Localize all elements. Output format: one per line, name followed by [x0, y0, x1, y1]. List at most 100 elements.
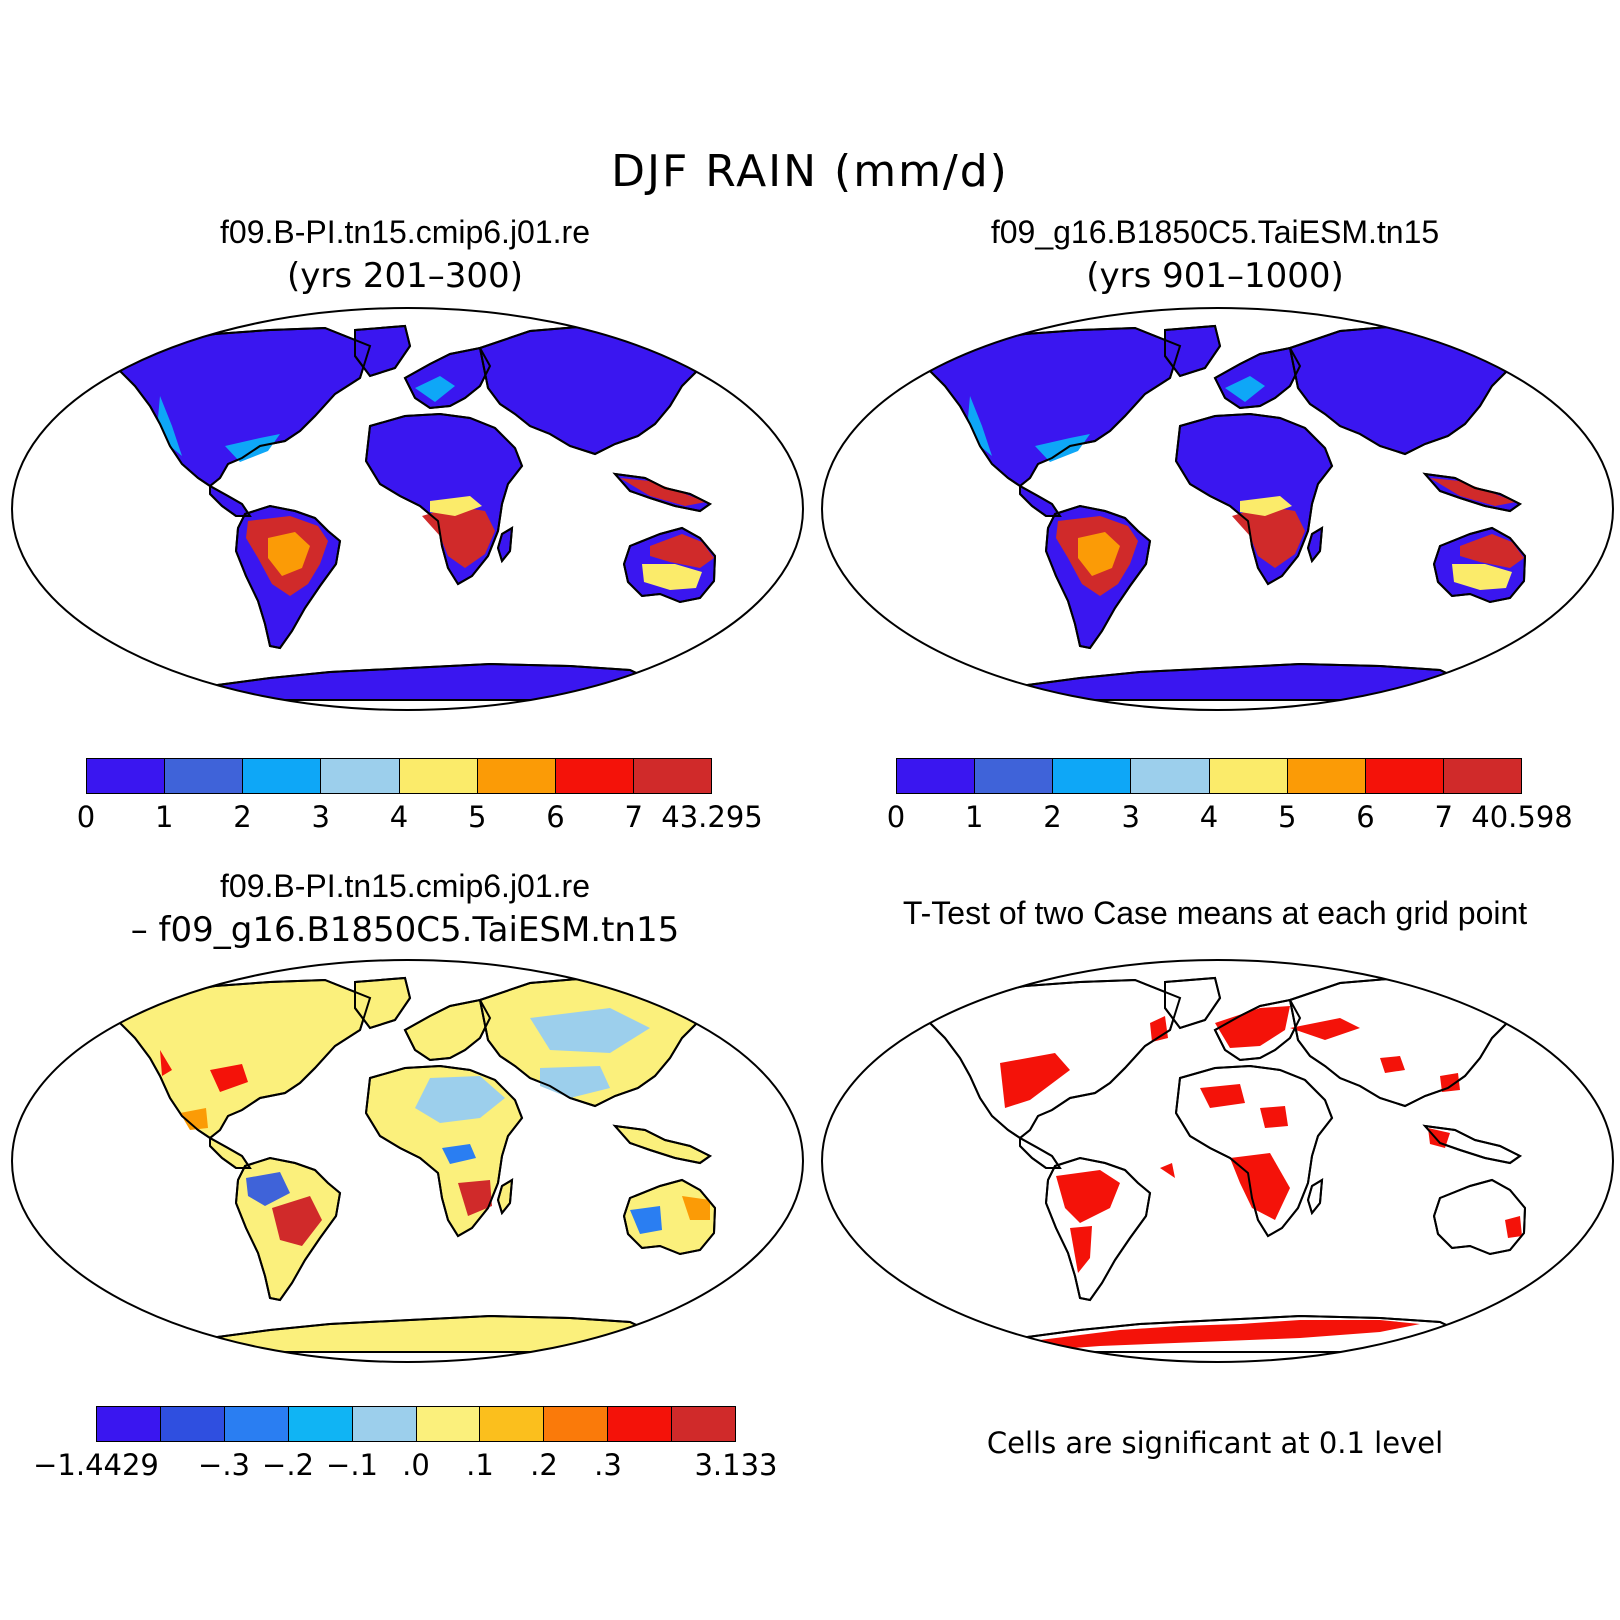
colorbar-1-tick-label: 2: [233, 800, 252, 834]
colorbar-3-swatch: [288, 1407, 353, 1441]
diff-region: [630, 1206, 662, 1234]
colorbar-1-swatch: [477, 759, 556, 793]
coastline-australia: [1432, 526, 1527, 604]
colorbar-1-swatch: [321, 759, 400, 793]
coastline-northAmerica: [923, 978, 1182, 1140]
coastline-australia: [622, 526, 717, 604]
panel-2-subtitle: (yrs 901–1000): [1086, 256, 1344, 296]
colorbar-2-tick-label: 3: [1121, 800, 1140, 834]
precip-region: [1232, 506, 1305, 568]
colorbar-3-swatch: [608, 1407, 673, 1441]
coastline-africa: [1174, 412, 1334, 586]
colorbar-1-swatch: [633, 759, 711, 793]
significant-region: [970, 1320, 1420, 1352]
coastline-indonesia: [1422, 472, 1522, 513]
precip-region: [1240, 496, 1292, 516]
colorbar-3-swatch: [352, 1407, 417, 1441]
coastline-europe: [1213, 346, 1302, 410]
colorbar-2-swatch: [1209, 759, 1288, 793]
map-border: [821, 307, 1614, 711]
precip-region: [1078, 532, 1120, 576]
map-border: [11, 959, 804, 1363]
diff-region: [442, 1144, 476, 1164]
significant-region: [1070, 1226, 1092, 1273]
coastline-europe: [403, 346, 492, 410]
precip-region: [422, 506, 495, 568]
coastline-indonesia: [612, 1124, 712, 1165]
significant-region: [1200, 1084, 1245, 1108]
main-title: DJF RAIN (mm/d): [611, 146, 1009, 197]
precip-region: [158, 396, 182, 456]
colorbar-3-swatch: [480, 1407, 545, 1441]
map-panel-2: [821, 307, 1614, 711]
coastline-australia: [622, 1178, 717, 1256]
significant-region: [1428, 1128, 1450, 1148]
significance-note: Cells are significant at 0.1 level: [986, 1426, 1444, 1460]
diff-region: [246, 1172, 290, 1206]
panel-1-subtitle: (yrs 201–300): [287, 256, 523, 296]
coastline-southAmerica: [1044, 1156, 1152, 1302]
map-panel-4: [821, 959, 1614, 1363]
colorbar-3-tick-label: .1: [466, 1448, 494, 1482]
map-border: [11, 307, 804, 711]
significant-region: [1150, 1016, 1168, 1042]
colorbar-1-tick-label: 0: [76, 800, 96, 834]
diff-region: [682, 1196, 710, 1220]
coastline-greenland: [354, 976, 412, 1030]
colorbar-1-tick-label: 43.295: [661, 800, 763, 834]
colorbar-3: [96, 1406, 736, 1442]
colorbar-2-swatch: [1287, 759, 1366, 793]
coastline-madagascar: [1306, 526, 1324, 564]
coastline-indonesia: [1422, 1124, 1522, 1165]
colorbar-2-tick-label: 5: [1278, 800, 1297, 834]
colorbar-3-swatch: [544, 1407, 609, 1441]
colorbar-1-labels: 0 1 2 3 4 5 6 7 43.295: [77, 800, 763, 840]
colorbar-3-swatches: [96, 1406, 736, 1442]
precip-region: [225, 434, 280, 462]
coastline-africa: [364, 1064, 524, 1238]
panel-1-title: f09.B-PI.tn15.cmip6.j01.re: [220, 214, 590, 250]
precip-region: [268, 532, 310, 576]
significant-region: [1260, 1106, 1288, 1128]
significant-region: [1290, 1018, 1360, 1040]
colorbar-2-labels: 0 1 2 3 4 5 6 7 40.598: [887, 800, 1573, 840]
colorbar-1-swatches: [86, 758, 712, 794]
colorbar-1-tick-label: 6: [546, 800, 565, 834]
coastline-europe: [1213, 998, 1302, 1062]
precip-region: [968, 396, 992, 456]
colorbar-3-swatch: [97, 1407, 161, 1441]
panel-2-title: f09_g16.B1850C5.TaiESM.tn15: [990, 214, 1440, 250]
colorbar-2-tick-label: 7: [1434, 800, 1453, 834]
coastline-europe: [403, 998, 492, 1062]
colorbar-3-tick-label: .2: [530, 1448, 558, 1482]
colorbar-2-swatch: [1365, 759, 1444, 793]
colorbar-2-tick-label: 40.598: [1471, 800, 1573, 834]
precip-region: [415, 376, 455, 402]
map-panel-1: [11, 307, 804, 711]
significant-region: [1160, 1163, 1175, 1178]
coastline-southAmerica: [234, 504, 342, 650]
precip-region: [1460, 534, 1524, 568]
colorbar-3-tick-label: −.3: [198, 1448, 250, 1482]
colorbar-1-swatch: [399, 759, 478, 793]
coastline-greenland: [354, 324, 412, 378]
map-panel-3: [11, 959, 804, 1363]
coastline-indonesia: [612, 472, 712, 513]
colorbar-3-tick-label: −1.4429: [33, 1448, 159, 1482]
precip-region: [620, 478, 706, 506]
colorbar-1: [86, 758, 712, 794]
colorbar-2-swatch: [975, 759, 1054, 793]
colorbar-2-tick-label: 6: [1356, 800, 1375, 834]
colorbar-2-tick-label: 2: [1043, 800, 1062, 834]
colorbar-3-labels: −1.4429 −.3 −.2 −.1 .0 .1 .2 .3 3.133: [33, 1448, 777, 1488]
colorbar-3-tick-label: 3.133: [694, 1448, 778, 1482]
coastline-greenland: [1164, 976, 1222, 1030]
significant-region: [1505, 1216, 1522, 1238]
map-border: [821, 959, 1614, 1363]
significant-region: [1056, 1170, 1120, 1223]
diff-region: [415, 1076, 505, 1123]
panel-3-subtitle: – f09_g16.B1850C5.TaiESM.tn15: [130, 910, 680, 950]
colorbar-1-swatch: [87, 759, 166, 793]
precip-region: [1452, 564, 1512, 590]
colorbar-3-swatch: [160, 1407, 225, 1441]
